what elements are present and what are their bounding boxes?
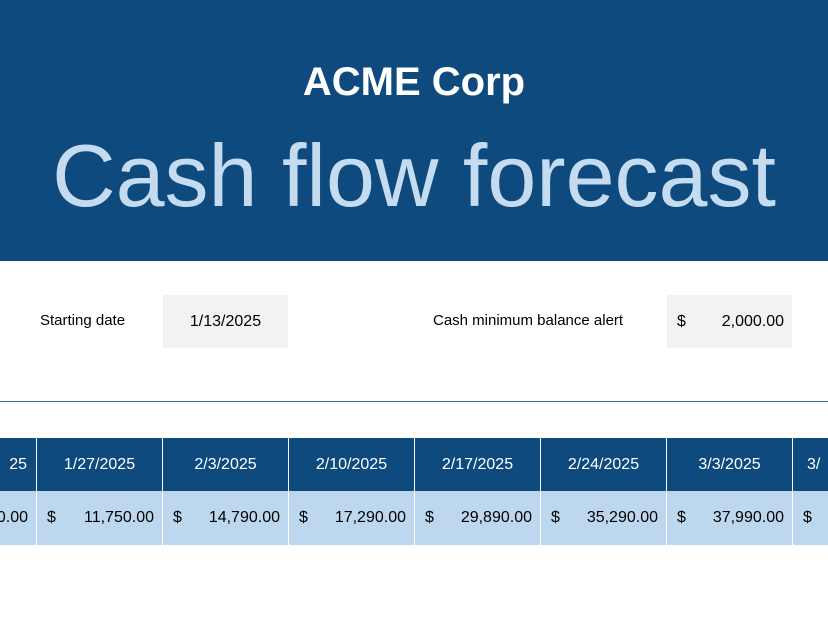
min-balance-label: Cash minimum balance alert <box>433 312 624 329</box>
date-header-cell[interactable]: 2/10/2025 <box>289 438 415 491</box>
min-balance: 2,000.00 <box>721 312 784 330</box>
min-balance-cell[interactable]: $ 2,000.00 <box>667 295 792 348</box>
date-header: 2/10/2025 <box>315 455 388 473</box>
date-header: 3/3/2025 <box>698 455 761 473</box>
sheet-title: Cash flow forecast <box>52 126 776 225</box>
balance-cell[interactable]: $37,990.00 <box>667 491 793 545</box>
date-header-cell[interactable]: 2/3/2025 <box>163 438 289 491</box>
balance: 17,290.00 <box>334 509 406 526</box>
date-header-cell[interactable]: 3/3/2025 <box>667 438 793 491</box>
balance: 29,890.00 <box>460 509 532 526</box>
currency: $ <box>47 509 56 526</box>
balance: 0.00 <box>0 509 28 526</box>
currency: $ <box>551 509 560 526</box>
currency: $ <box>299 509 308 526</box>
company-name: ACME Corp <box>302 60 526 104</box>
date-header: 3/ <box>807 455 821 473</box>
date-header-cell[interactable]: 25 <box>0 438 37 491</box>
date-header-cell[interactable]: 3/ <box>793 438 828 491</box>
date-header: 25 <box>9 455 27 473</box>
starting-date-label: Starting date <box>40 312 126 329</box>
balance-cell[interactable]: $14,790.00 <box>163 491 289 545</box>
balance-cell[interactable]: $17,290.00 <box>289 491 415 545</box>
date-header-cell[interactable]: 2/24/2025 <box>541 438 667 491</box>
balance-cell[interactable]: 0.00 <box>0 491 37 545</box>
balance-cell[interactable]: $ <box>793 491 828 545</box>
date-header-cell[interactable]: 2/17/2025 <box>415 438 541 491</box>
balance-cell[interactable]: $29,890.00 <box>415 491 541 545</box>
balance-cell[interactable]: $11,750.00 <box>37 491 163 545</box>
balance: 11,750.00 <box>84 509 154 526</box>
balance: 35,290.00 <box>586 509 658 526</box>
date-header-cell[interactable]: 1/27/2025 <box>37 438 163 491</box>
currency: $ <box>803 509 812 526</box>
date-header: 2/24/2025 <box>567 455 640 473</box>
currency: $ <box>425 509 434 526</box>
date-header: 2/3/2025 <box>194 455 257 473</box>
starting-date: 1/13/2025 <box>189 312 262 330</box>
balance-cell[interactable]: $35,290.00 <box>541 491 667 545</box>
date-header: 2/17/2025 <box>441 455 514 473</box>
starting-date-cell[interactable]: 1/13/2025 <box>163 295 288 348</box>
currency: $ <box>677 509 686 526</box>
balance: 37,990.00 <box>712 509 784 526</box>
date-header: 1/27/2025 <box>63 455 136 473</box>
balance: 14,790.00 <box>208 509 280 526</box>
currency: $ <box>677 312 686 330</box>
header-band: ACME Corp Cash flow forecast <box>0 0 828 261</box>
currency: $ <box>173 509 182 526</box>
divider <box>0 401 828 402</box>
